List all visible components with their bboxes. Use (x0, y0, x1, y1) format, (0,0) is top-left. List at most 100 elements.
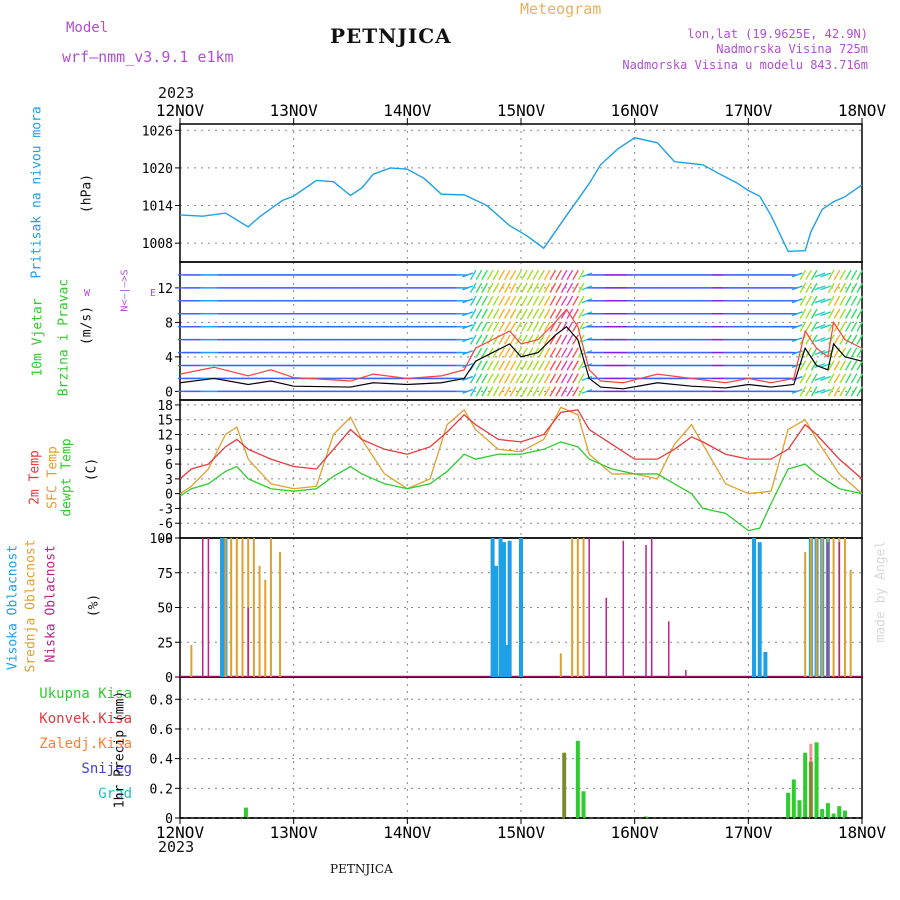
precip-legend-total: Ukupna Kisa (39, 686, 132, 702)
footer-station: PETNJICA (330, 862, 393, 876)
wind-barb (486, 386, 494, 397)
wind-barb (577, 308, 585, 319)
wind-barb (560, 334, 568, 345)
wind-barb (577, 269, 585, 281)
wind-barb (549, 282, 557, 293)
wind-barb (833, 308, 841, 319)
wind-barb (555, 308, 562, 319)
wind-barb (850, 360, 858, 371)
wind-barb (543, 373, 551, 384)
mid-cloud-bar (843, 538, 846, 677)
wind-barb (486, 295, 494, 306)
wind-barb (572, 295, 579, 306)
wind-barb (492, 295, 500, 306)
low-cloud-bar (827, 542, 829, 677)
wind-barb (581, 324, 593, 330)
lonlat-label: lon,lat (19.9625E, 42.9N) (687, 27, 868, 41)
wind-barb (475, 373, 483, 384)
mid-cloud-bar (252, 538, 255, 677)
wind-barb (805, 308, 812, 319)
wind-barb (504, 321, 511, 332)
wind-barb (839, 360, 847, 371)
wind-barb (555, 347, 562, 358)
wind-barb (791, 285, 803, 291)
low-cloud-bar (838, 542, 841, 677)
wind-barb (839, 321, 847, 332)
total-precip-bar (243, 807, 248, 818)
wind-barb (462, 375, 473, 381)
wind-barb (469, 269, 477, 281)
wind-barb (504, 308, 511, 319)
wind-barb (504, 269, 511, 281)
y-tick-label: 0.2 (150, 782, 173, 797)
wind-barb (462, 350, 473, 356)
wind-barb (845, 373, 852, 384)
wind-barb (791, 337, 803, 343)
wind-barb (560, 269, 568, 281)
wind-barb (791, 388, 803, 394)
wind-barb (850, 386, 858, 397)
y-tick-label: 8 (165, 316, 173, 331)
low-cloud-bar (605, 597, 607, 677)
wind-barb (850, 321, 858, 332)
wind-barb (805, 386, 812, 397)
wind-barb (577, 360, 585, 371)
wind-barb (515, 386, 523, 397)
wind-barb (492, 360, 500, 371)
wind-barb (486, 308, 494, 319)
wind-barb (799, 373, 807, 384)
mid-cloud-bar (241, 538, 244, 677)
wind-barb (515, 334, 523, 345)
wind-barb (799, 360, 807, 371)
wind-barb (532, 373, 540, 384)
model-name: wrf—nmm_v3.9.1 e1km (62, 48, 234, 66)
wind-barb (526, 373, 534, 384)
wind-barb (833, 282, 841, 293)
wind-barb (509, 360, 517, 371)
panel-frame (179, 123, 863, 263)
wind-barb (566, 282, 574, 293)
wind-barb (521, 295, 528, 306)
wind-barb (521, 360, 528, 371)
x-tick-label-bottom: 17NOV (724, 823, 773, 842)
wind-barb (581, 362, 593, 369)
dewpoint-line (179, 441, 863, 532)
year-bottom: 2023 (158, 838, 195, 856)
wind-barb (566, 321, 574, 332)
precip-legend-frozen: Zaledj.Kisa (39, 736, 132, 752)
wind-barb (810, 308, 818, 319)
total-precip-bar (842, 810, 847, 818)
wind-barb (504, 360, 511, 371)
wind-barb (810, 373, 818, 384)
wind-barb (532, 360, 540, 371)
wind-barb (810, 282, 818, 293)
wind-barb (543, 308, 551, 319)
wind-barb (521, 321, 528, 332)
wind-barb (791, 311, 803, 317)
wind-barb (845, 386, 852, 397)
x-tick-label-bottom: 13NOV (270, 823, 319, 842)
high-cloud-bar (757, 542, 762, 677)
y-tick-label: 15 (157, 414, 173, 429)
pressure-line (179, 137, 863, 253)
wind-barb (566, 295, 574, 306)
x-tick-label-top: 18NOV (838, 101, 887, 120)
wind-barb (810, 295, 818, 306)
high-cloud-bar (501, 542, 506, 677)
wind-barb (515, 321, 523, 332)
wind-barb (492, 386, 500, 397)
mid-cloud-bar (571, 538, 574, 677)
wind-barb (856, 308, 864, 319)
y-tick-label: 12 (157, 429, 173, 444)
meteogram-label: Meteogram (520, 0, 602, 18)
wind-barb (462, 285, 473, 291)
wind-barb (481, 321, 488, 332)
wind-barb (543, 347, 551, 358)
wind-barb (577, 373, 585, 384)
wind-barb (462, 362, 473, 369)
x-tick-label-top: 12NOV (156, 101, 205, 120)
mid-cloud-bar (559, 653, 562, 677)
wind-barb (827, 373, 835, 384)
wind-barb (856, 269, 864, 281)
wind-barb (509, 373, 517, 384)
